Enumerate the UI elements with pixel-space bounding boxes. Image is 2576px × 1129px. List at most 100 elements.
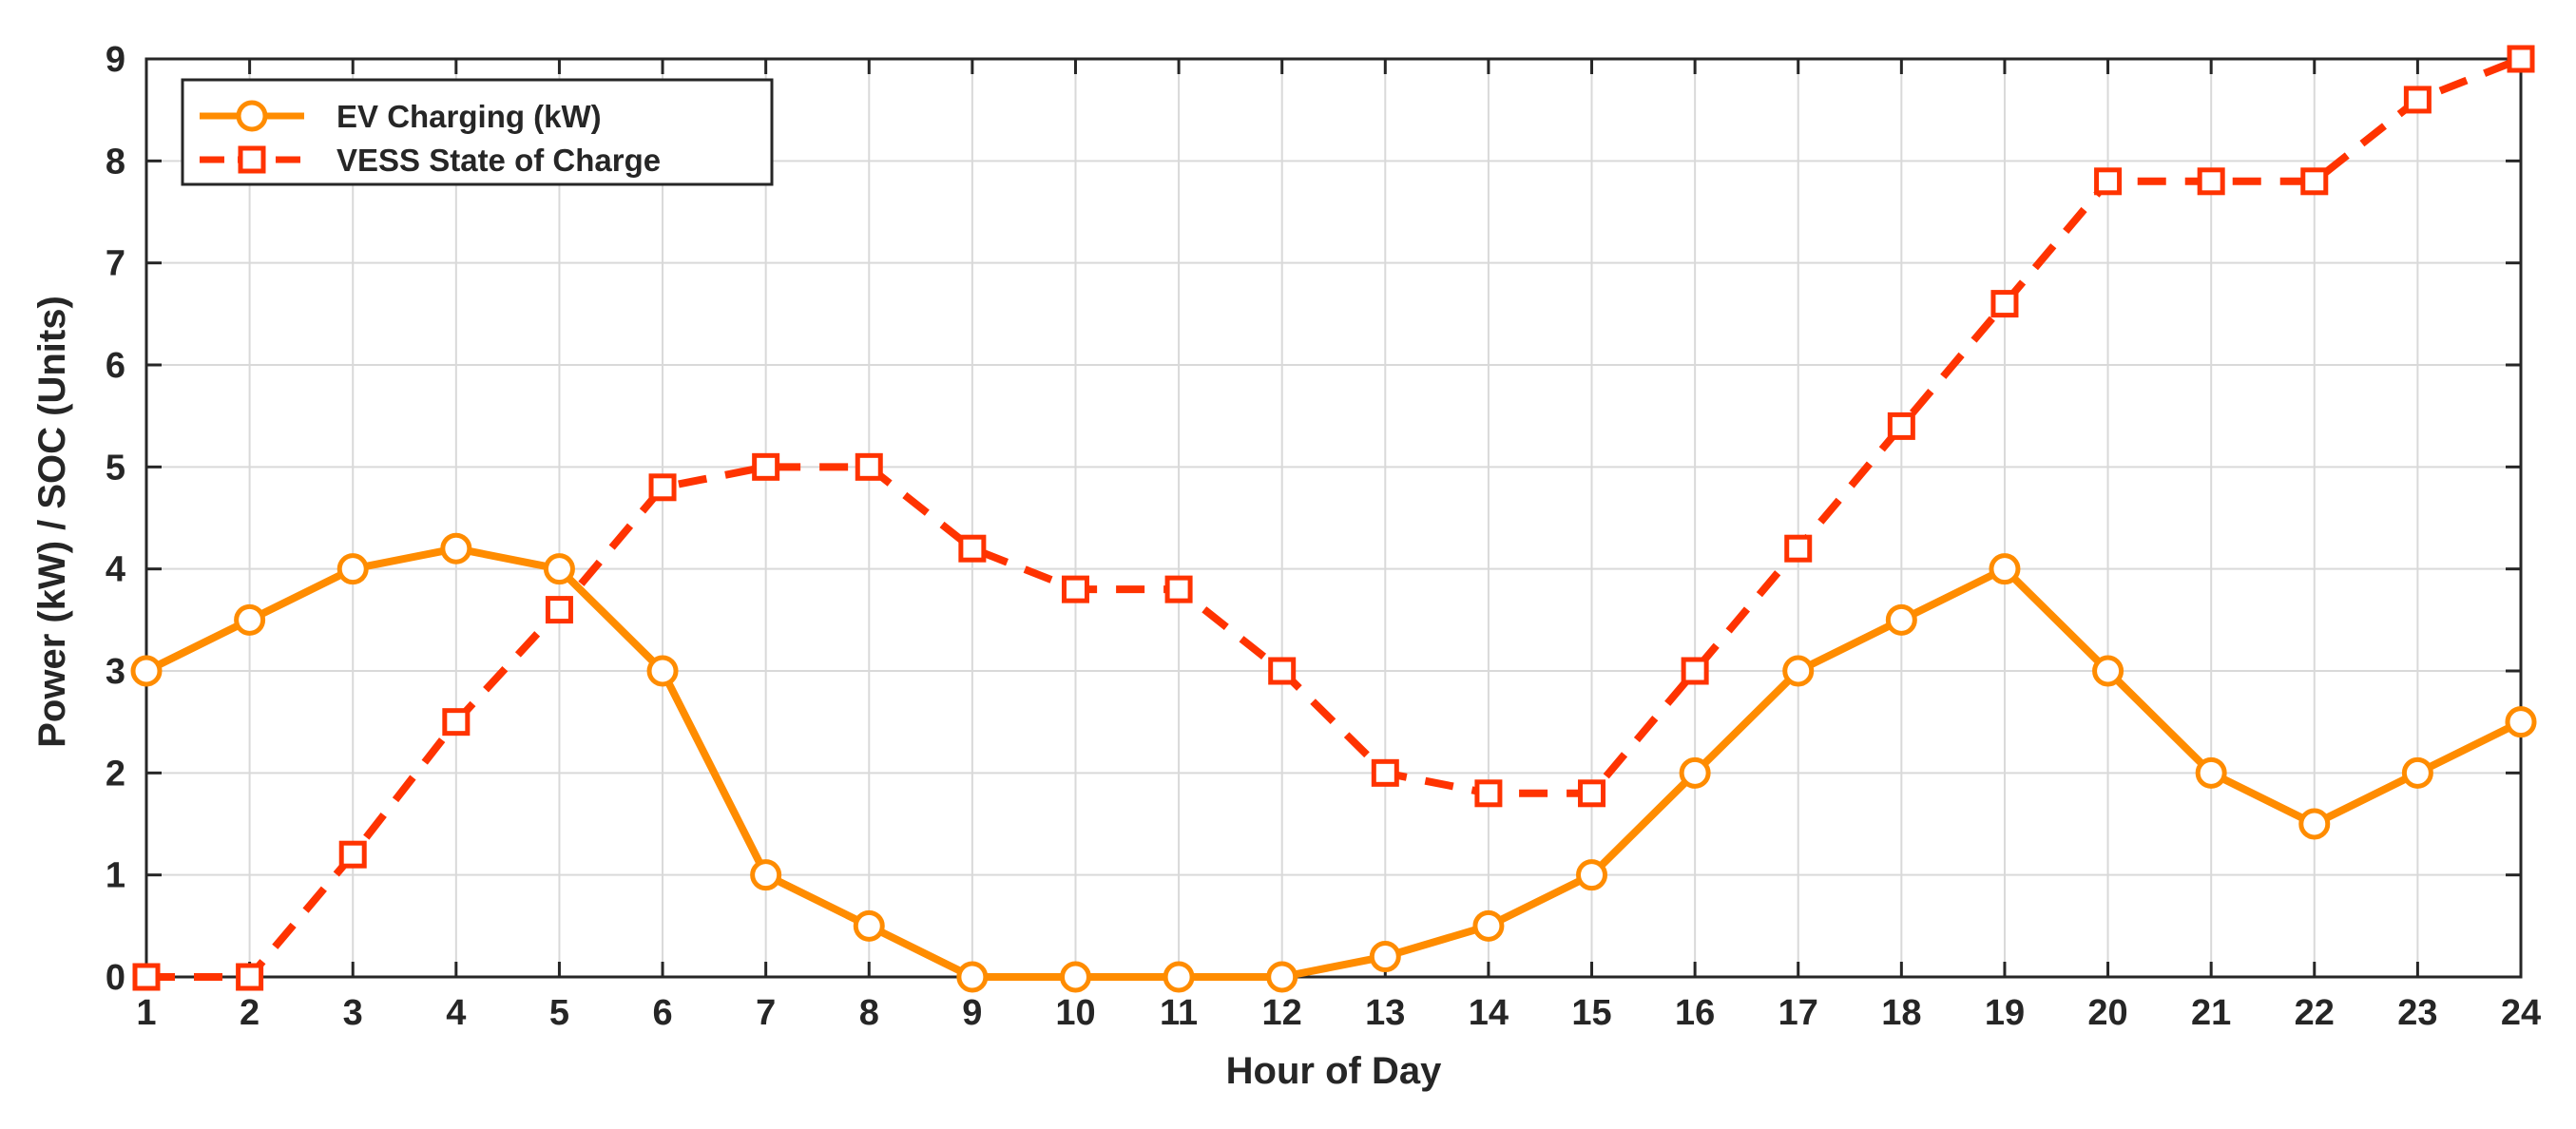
x-tick-label: 9 [962,993,982,1033]
data-point-square [752,452,780,481]
legend-marker [236,100,268,132]
data-point-circle [1472,909,1505,942]
x-tick-label: 17 [1778,993,1818,1033]
data-point-square [1681,657,1709,685]
data-point-circle [440,532,472,564]
legend-label: VESS State of Charge [336,143,661,178]
data-point-square [855,452,883,481]
x-tick-label: 19 [1985,993,2025,1033]
y-tick-label: 1 [106,856,125,896]
data-point-square [2507,45,2535,73]
x-tick-label: 3 [343,993,363,1033]
data-point-circle [1266,961,1298,993]
data-point-square [648,473,677,502]
legend-entry: VESS State of Charge [200,143,661,178]
data-point-circle [1163,961,1195,993]
axes: 1 2 3 4 5 6 7 8 9 10 11 12 13 14 15 16 17 18 19 20 21 22 23 240… [106,40,2541,1033]
data-point-square [1371,758,1399,787]
data-point-circle [2401,756,2433,789]
data-point-circle [130,655,163,687]
data-point-circle [2505,706,2537,738]
data-point-square [132,963,161,991]
data-point-circle [646,655,679,687]
y-tick-label: 3 [106,652,125,692]
y-tick-label: 4 [106,550,125,590]
data-point-circle [1782,655,1815,687]
legend-entry: EV Charging (kW) [200,99,602,134]
data-point-square [1268,657,1297,685]
legend: EV Charging (kW) VESS State of Charge [181,78,774,186]
data-point-square [545,596,573,624]
data-point-square [2403,86,2432,114]
y-tick-label: 5 [106,448,125,488]
x-tick-label: 6 [652,993,672,1033]
data-point-circle [2092,655,2124,687]
data-point-square [338,840,367,869]
x-tick-label: 12 [1262,993,1302,1033]
data-point-square [1990,290,2019,318]
plot-area-frame [144,57,2523,979]
data-point-circle [1679,756,1711,789]
data-point-circle [750,859,782,891]
legend-box [181,78,774,186]
x-tick-label: 22 [2295,993,2335,1033]
x-tick-label: 10 [1055,993,1095,1033]
data-point-square [442,708,471,737]
y-axis-label: Power (kW) / SOC (Units) [31,296,73,748]
data-point-circle [956,961,989,993]
series-1 [130,532,2537,993]
x-tick-label: 5 [549,993,569,1033]
x-tick-label: 8 [859,993,879,1033]
data-point-circle [1576,859,1608,891]
x-tick-label: 23 [2397,993,2437,1033]
y-tick-label: 8 [106,142,125,182]
grid [145,58,2522,978]
series [130,45,2537,993]
data-point-square [1784,534,1813,563]
x-tick-label: 13 [1365,993,1405,1033]
x-tick-label: 14 [1469,993,1509,1033]
data-point-square [1061,575,1089,603]
data-point-square [2094,167,2123,196]
data-point-circle [336,553,369,585]
series-2 [132,45,2535,991]
x-tick-label: 21 [2191,993,2231,1033]
x-tick-label: 2 [240,993,260,1033]
data-point-circle [1989,553,2021,585]
x-tick-label: 1 [136,993,156,1033]
data-point-circle [234,603,266,636]
data-point-circle [1059,961,1091,993]
x-tick-label: 7 [756,993,776,1033]
data-point-square [236,963,264,991]
y-tick-label: 9 [106,40,125,80]
data-point-circle [853,909,885,942]
data-point-square [2300,167,2329,196]
data-point-circle [2195,756,2227,789]
y-tick-label: 2 [106,754,125,794]
data-point-square [958,534,987,563]
y-tick-label: 6 [106,346,125,386]
x-tick-label: 18 [1881,993,1921,1033]
data-point-square [1474,779,1503,808]
data-point-circle [543,553,575,585]
x-tick-label: 15 [1571,993,1611,1033]
data-point-square [1164,575,1193,603]
legend-marker [238,145,266,174]
data-point-circle [1369,941,1401,973]
data-point-square [1887,411,1915,440]
series-line [144,545,2523,981]
data-point-square [2197,167,2225,196]
x-tick-label: 16 [1675,993,1715,1033]
x-tick-label: 4 [446,993,466,1033]
data-point-square [1578,779,1606,808]
data-point-circle [2298,808,2331,840]
y-tick-label: 7 [106,244,125,284]
y-tick-label: 0 [106,958,125,998]
x-tick-label: 20 [2087,993,2127,1033]
legend-label: EV Charging (kW) [336,99,602,134]
data-point-circle [1885,603,1917,636]
x-tick-label: 24 [2501,993,2541,1033]
x-tick-label: 11 [1160,993,1198,1033]
